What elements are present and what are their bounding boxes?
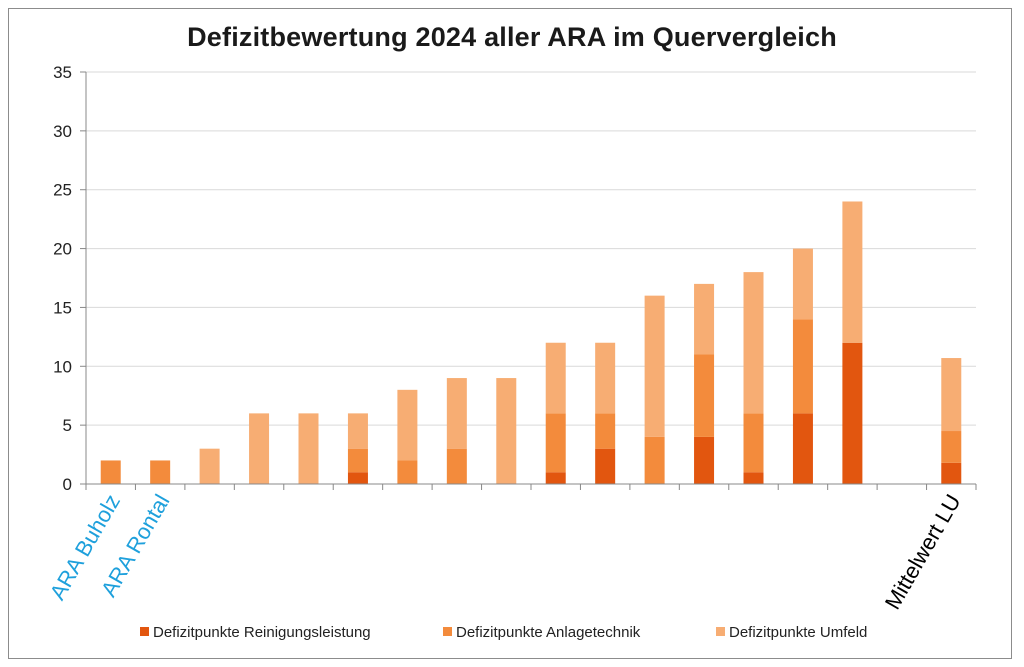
bar-segment-3	[644, 295, 665, 437]
bar-segment-1	[842, 342, 863, 484]
bar-segment-2	[941, 431, 962, 463]
bar-segment-1	[941, 462, 962, 484]
bar-segment-2	[694, 354, 715, 437]
y-tick-label: 15	[53, 298, 72, 317]
x-axis	[85, 483, 977, 490]
bar-segment-3	[743, 272, 764, 414]
y-tick-label: 30	[53, 122, 72, 141]
legend-swatch	[443, 627, 452, 636]
bar-segment-2	[446, 448, 467, 484]
bar-segment-1	[743, 472, 764, 484]
bar-segment-3	[347, 413, 368, 449]
x-category-label: Mittelwert LU	[880, 490, 966, 614]
legend: Defizitpunkte Reinigungsleistung Defizitp…	[140, 624, 867, 641]
bar-segment-2	[397, 460, 418, 484]
bar-series	[100, 201, 962, 484]
y-tick-label: 35	[53, 63, 72, 82]
bar-segment-3	[792, 248, 813, 320]
y-tick-label: 25	[53, 181, 72, 200]
legend-label: Defizitpunkte Reinigungsleistung	[153, 624, 371, 641]
bar-segment-3	[446, 378, 467, 449]
bar-segment-2	[347, 448, 368, 473]
bar-segment-3	[694, 283, 715, 355]
bar-segment-2	[150, 460, 171, 484]
bar-segment-3	[595, 342, 616, 414]
bar-segment-3	[842, 201, 863, 343]
legend-swatch	[140, 627, 149, 636]
bar-segment-1	[347, 472, 368, 484]
bar-segment-2	[595, 413, 616, 449]
bar-segment-2	[644, 436, 665, 484]
bar-segment-2	[743, 413, 764, 473]
bar-segment-1	[694, 436, 715, 484]
y-tick-label: 10	[53, 357, 72, 376]
y-tick-label: 5	[63, 416, 72, 435]
y-tick-label: 0	[63, 475, 72, 494]
bar-segment-1	[595, 448, 616, 484]
chart-title: Defizitbewertung 2024 aller ARA im Querv…	[187, 22, 837, 52]
bar-segment-3	[199, 448, 220, 484]
bar-segment-3	[545, 342, 566, 414]
legend-label: Defizitpunkte Anlagetechnik	[456, 624, 641, 641]
y-axis-ticks: 0 5 10 15 20 25 30 35	[53, 63, 87, 494]
bar-segment-3	[397, 389, 418, 461]
bar-segment-3	[249, 413, 270, 484]
grid-lines	[86, 71, 976, 426]
bar-segment-2	[100, 460, 121, 484]
bar-segment-1	[545, 472, 566, 484]
bar-segment-3	[941, 358, 962, 432]
bar-segment-2	[545, 413, 566, 473]
legend-label: Defizitpunkte Umfeld	[729, 624, 867, 641]
bar-segment-1	[792, 413, 813, 484]
legend-swatch	[716, 627, 725, 636]
bar-segment-3	[496, 378, 517, 484]
y-tick-label: 20	[53, 240, 72, 259]
bar-segment-2	[792, 319, 813, 414]
bar-segment-3	[298, 413, 319, 484]
